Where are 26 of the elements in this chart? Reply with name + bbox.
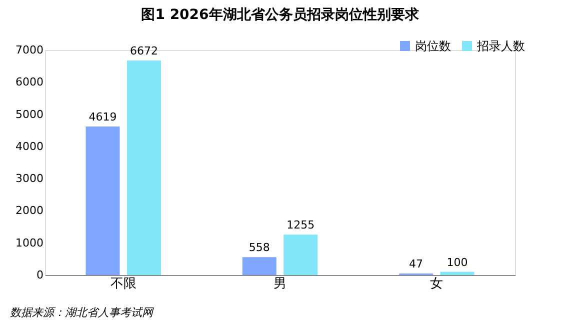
bar: [284, 234, 318, 275]
y-tick-label: 6000: [16, 76, 44, 89]
legend-label: 招录人数: [476, 39, 525, 53]
y-tick-label: 4000: [16, 140, 44, 153]
data-label: 4619: [88, 110, 117, 124]
source-note: 数据来源：湖北省人事考试网: [10, 306, 154, 319]
y-tick-label: 0: [36, 268, 44, 282]
bar: [126, 60, 161, 275]
x-tick-label: 男: [274, 276, 286, 292]
data-label: 6672: [130, 44, 158, 58]
y-tick-label: 7000: [16, 44, 44, 56]
x-tick-label: 不限: [110, 276, 136, 292]
bar: [242, 257, 276, 275]
legend-label: 岗位数: [415, 39, 451, 53]
y-tick-label: 1000: [16, 236, 44, 250]
y-tick-label: 2000: [16, 204, 44, 218]
data-label: 100: [446, 256, 468, 269]
y-tick-label: 3000: [16, 172, 44, 186]
y-tick-label: 5000: [16, 108, 44, 121]
x-tick-label: 女: [430, 276, 444, 292]
data-label: 558: [248, 241, 270, 254]
data-label: 1255: [286, 218, 315, 232]
bar: [86, 126, 120, 275]
chart-title: 图1 2026年湖北省公务员招录岗位性别要求: [141, 7, 420, 23]
data-label: 47: [409, 257, 424, 270]
bar: [440, 272, 474, 275]
